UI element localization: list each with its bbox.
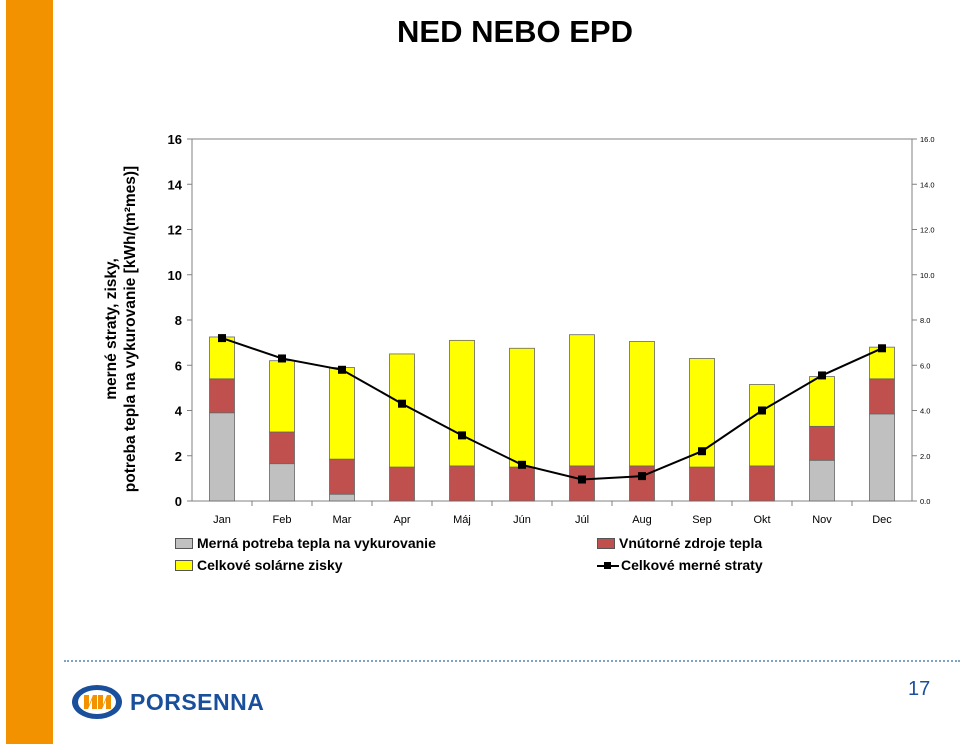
legend-swatch-heating: [175, 537, 193, 549]
line-point: [458, 431, 466, 440]
bar-segment: [269, 431, 295, 465]
x-tick-label: Nov: [812, 514, 832, 526]
side-accent-bar: [6, 0, 53, 744]
x-tick-label: Júl: [575, 514, 589, 526]
line-point: [218, 334, 226, 343]
porsenna-logo: PORSENNA: [70, 682, 264, 722]
line-point: [818, 371, 826, 380]
bar-segment: [329, 493, 355, 502]
x-tick-label: Máj: [453, 514, 471, 526]
bar-segment: [209, 412, 235, 502]
bar-segment: [269, 360, 295, 433]
line-point: [758, 406, 766, 415]
page-number: 17: [908, 678, 931, 700]
x-tick-label: Mar: [333, 514, 352, 526]
bar-segment: [869, 413, 895, 502]
legend-item-heating: Merná potreba tepla na vykurovanie: [175, 535, 436, 551]
bar-segment: [329, 367, 355, 460]
x-tick-label: Apr: [393, 514, 410, 526]
x-tick-label: Aug: [632, 514, 652, 526]
slide-title: NED NEBO EPD: [397, 14, 633, 49]
bar-segment: [689, 466, 715, 502]
y2-tick-label: 14.0: [920, 180, 935, 189]
bar-segment: [209, 336, 235, 380]
legend-label-heating: Merná potreba tepla na vykurovanie: [197, 535, 436, 551]
legend-swatch-losses: [597, 560, 619, 571]
bar-segment: [869, 378, 895, 415]
line-point: [698, 447, 706, 456]
y2-tick-label: 2.0: [920, 452, 930, 461]
bar-segment: [629, 465, 655, 502]
x-tick-label: Jún: [513, 514, 531, 526]
y-tick-label: 14: [168, 177, 183, 192]
bar-segment: [329, 458, 355, 495]
y2-tick-label: 4.0: [920, 407, 930, 416]
bar-segment: [749, 465, 775, 502]
bar-segment: [629, 341, 655, 467]
legend-label-solar: Celkové solárne zisky: [197, 557, 343, 573]
bar-segment: [809, 459, 835, 502]
legend-swatch-solar: [175, 559, 193, 571]
y2-tick-label: 16.0: [920, 135, 935, 144]
y-tick-label: 8: [175, 313, 182, 328]
bar-segment: [389, 466, 415, 502]
y-tick-label: 2: [175, 449, 182, 464]
bar-segment: [269, 463, 295, 502]
y2-tick-label: 10.0: [920, 271, 935, 280]
line-point: [878, 344, 886, 353]
footer-divider: [64, 660, 960, 662]
y-tick-label: 10: [168, 268, 182, 283]
x-tick-label: Okt: [753, 514, 770, 526]
bar-segment: [509, 347, 535, 468]
logo-text: PORSENNA: [130, 688, 265, 715]
y-tick-label: 6: [175, 358, 182, 373]
x-tick-label: Dec: [872, 514, 892, 526]
legend-item-solar: Celkové solárne zisky: [175, 557, 343, 573]
porsenna-logo-icon: [72, 685, 122, 719]
line-series: [221, 337, 883, 481]
bar-segment: [449, 339, 475, 467]
y2-tick-label: 8.0: [920, 316, 930, 325]
y2-tick-label: 0.0: [920, 497, 930, 506]
bar-segment: [509, 466, 535, 502]
bar-segment: [809, 425, 835, 461]
line-point: [638, 472, 646, 481]
bar-segment: [209, 378, 235, 414]
legend-swatch-internal: [597, 537, 615, 549]
y-tick-label: 0: [175, 494, 182, 509]
bar-segment: [389, 353, 415, 468]
line-point: [338, 365, 346, 374]
y2-tick-label: 12.0: [920, 226, 935, 235]
x-tick-label: Feb: [273, 514, 292, 526]
y-tick-label: 12: [168, 223, 182, 238]
legend-item-internal: Vnútorné zdroje tepla: [597, 535, 762, 551]
legend-label-losses: Celkové merné straty: [621, 557, 763, 573]
plot-frame: [191, 138, 913, 502]
line-point: [518, 460, 526, 469]
line-point: [398, 399, 406, 408]
bar-segment: [809, 376, 835, 427]
y-tick-label: 16: [168, 132, 182, 147]
bar-segment: [749, 384, 775, 467]
legend-label-internal: Vnútorné zdroje tepla: [619, 535, 763, 551]
bar-segment: [449, 465, 475, 502]
legend-item-losses: Celkové merné straty: [597, 557, 763, 573]
line-point: [278, 354, 286, 363]
y-tick-label: 4: [175, 404, 183, 419]
bar-segment: [569, 334, 595, 467]
line-point: [578, 475, 586, 484]
x-tick-label: Jan: [213, 514, 231, 526]
x-tick-label: Sep: [692, 514, 712, 526]
y2-tick-label: 6.0: [920, 361, 930, 370]
